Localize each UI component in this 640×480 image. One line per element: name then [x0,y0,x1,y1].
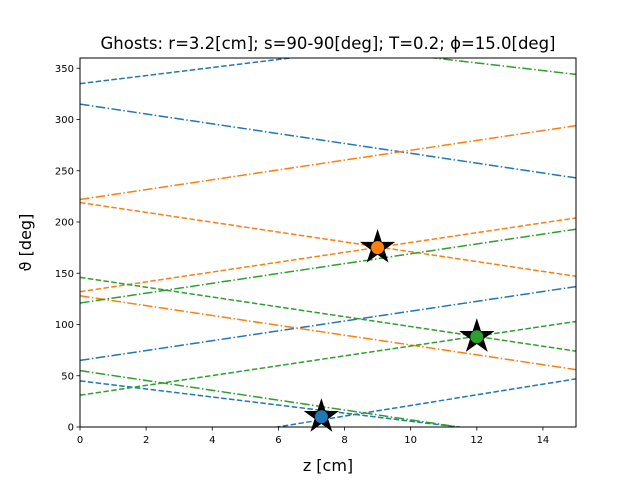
series-line-14 [427,58,576,76]
plot-area [80,58,576,427]
plot-frame [79,57,577,428]
series-line-12 [80,228,576,304]
series-layer [80,58,576,427]
series-line-10 [80,276,576,352]
x-tick-label: 2 [143,435,149,446]
x-tick-label: 14 [537,435,550,446]
series-line-1 [80,58,297,85]
x-tick-label: 8 [341,435,347,446]
series-line-8 [80,124,576,201]
series-line-4 [80,103,576,179]
y-axis-label: ϑ [deg] [16,214,35,272]
y-tick-label: 350 [55,64,74,75]
y-tick-label: 150 [55,269,74,280]
point-marker-3 [470,330,484,344]
x-tick-label: 6 [275,435,281,446]
y-tick-label: 50 [61,371,74,382]
marker-layer [303,229,495,432]
series-line-6 [80,201,576,278]
y-tick-label: 300 [55,115,74,126]
x-tick-label: 4 [209,435,215,446]
x-axis-label: z [cm] [303,456,353,475]
y-tick-label: 0 [68,423,74,434]
x-axis-ticks: 0 2 4 6 8 10 12 14 [77,427,549,446]
x-tick-label: 12 [470,435,483,446]
series-line-9 [80,295,576,371]
y-tick-label: 100 [55,320,74,331]
series-line-5 [80,285,576,362]
point-marker-1 [314,410,328,424]
x-tick-label: 0 [77,435,83,446]
y-axis-ticks: 0 50 100 150 200 250 300 350 [55,64,80,434]
chart-title: Ghosts: r=3.2[cm]; s=90-90[deg]; T=0.2; … [101,34,556,53]
y-tick-label: 200 [55,218,74,229]
series-line-7 [80,217,576,293]
y-tick-label: 250 [55,166,74,177]
point-marker-2 [371,241,385,255]
x-tick-label: 10 [404,435,417,446]
series-line-13 [80,369,464,427]
